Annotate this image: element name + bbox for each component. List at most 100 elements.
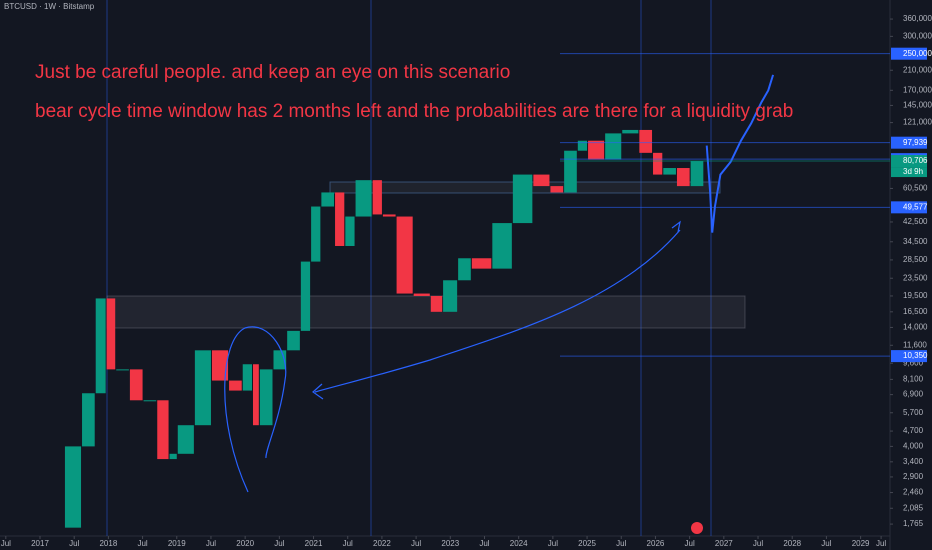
x-tick-label: Jul bbox=[876, 539, 886, 548]
price-tag bbox=[891, 201, 927, 214]
y-tick-label: 2,085 bbox=[903, 503, 924, 512]
y-tick-label: 5,700 bbox=[903, 408, 924, 417]
y-tick-label: 4,700 bbox=[903, 426, 924, 435]
candle bbox=[229, 380, 242, 391]
price-tag bbox=[891, 47, 927, 60]
candle bbox=[676, 168, 690, 187]
x-tick-label: Jul bbox=[69, 539, 79, 548]
y-tick-label: 360,000 bbox=[903, 14, 932, 23]
price-tag bbox=[891, 350, 927, 363]
candle bbox=[533, 174, 550, 187]
candle bbox=[382, 214, 396, 217]
candle bbox=[512, 174, 533, 224]
candle bbox=[345, 216, 355, 246]
x-tick-label: Jul bbox=[137, 539, 147, 548]
y-tick-label: 1,765 bbox=[903, 519, 924, 528]
candle bbox=[157, 400, 169, 460]
price-tag-label: 49,577 bbox=[903, 202, 928, 211]
candle bbox=[116, 369, 129, 371]
candle bbox=[622, 129, 639, 134]
candle bbox=[211, 350, 229, 381]
candle bbox=[577, 140, 588, 151]
x-tick-label: 2023 bbox=[441, 539, 459, 548]
candle bbox=[430, 295, 443, 312]
x-tick-label: Jul bbox=[753, 539, 763, 548]
x-tick-label: 2029 bbox=[852, 539, 870, 548]
candle bbox=[95, 298, 106, 394]
annotation: bear cycle time window has 2 months left… bbox=[35, 101, 793, 122]
y-tick-label: 8,100 bbox=[903, 374, 924, 383]
candle bbox=[64, 446, 82, 528]
y-tick-label: 3,400 bbox=[903, 457, 924, 466]
candle bbox=[321, 192, 335, 207]
vertical-lines bbox=[106, 0, 712, 536]
candle bbox=[663, 168, 676, 175]
candle bbox=[443, 280, 458, 312]
x-tick-label: 2024 bbox=[510, 539, 528, 548]
candle bbox=[396, 216, 413, 294]
x-tick-label: 2018 bbox=[99, 539, 117, 548]
drawing-arrow bbox=[312, 229, 681, 400]
candle bbox=[653, 152, 663, 175]
y-tick-label: 4,000 bbox=[903, 442, 924, 451]
candle bbox=[259, 369, 273, 426]
y-tick-label: 19,500 bbox=[903, 291, 928, 300]
y-tick-label: 2,900 bbox=[903, 472, 924, 481]
y-tick-label: 34,500 bbox=[903, 237, 928, 246]
y-tick-label: 14,000 bbox=[903, 323, 928, 332]
projection-line bbox=[705, 74, 775, 233]
x-tick-label: 2026 bbox=[647, 539, 665, 548]
x-tick-label: 2027 bbox=[715, 539, 733, 548]
candle bbox=[335, 192, 345, 246]
candle bbox=[372, 180, 382, 215]
candle bbox=[129, 369, 143, 401]
candle bbox=[355, 180, 372, 217]
y-tick-label: 145,000 bbox=[903, 101, 932, 110]
candle bbox=[143, 400, 157, 402]
annotation: Just be careful people. and keep an eye … bbox=[35, 62, 510, 83]
x-tick-label: Jul bbox=[479, 539, 489, 548]
y-tick-label: 11,600 bbox=[903, 340, 927, 349]
x-tick-label: 2017 bbox=[31, 539, 49, 548]
event-icon[interactable] bbox=[691, 522, 703, 534]
x-tick-label: 2028 bbox=[783, 539, 801, 548]
y-tick-label: 60,500 bbox=[903, 184, 928, 193]
symbol-header: BTCUSD · 1W · Bitstamp bbox=[4, 2, 95, 11]
price-tag bbox=[891, 155, 927, 168]
x-tick-label: 2019 bbox=[168, 539, 186, 548]
candle bbox=[287, 330, 300, 351]
x-tick-label: 2022 bbox=[373, 539, 391, 548]
y-tick-label: 6,900 bbox=[903, 390, 924, 399]
y-tick-label: 23,500 bbox=[903, 273, 928, 282]
y-tick-label: 300,000 bbox=[903, 31, 932, 40]
x-tick-label: Jul bbox=[206, 539, 216, 548]
x-tick-label: 2021 bbox=[305, 539, 323, 548]
drawing-circle bbox=[224, 326, 287, 493]
candle bbox=[242, 364, 252, 391]
price-tag-label: 80,706 bbox=[903, 156, 928, 165]
y-tick-label: 210,000 bbox=[903, 65, 932, 74]
candle bbox=[106, 298, 116, 370]
range-box bbox=[106, 295, 746, 329]
y-tick-label: 16,500 bbox=[903, 307, 928, 316]
y-tick-label: 42,500 bbox=[903, 217, 928, 226]
x-tick-label: 2025 bbox=[578, 539, 596, 548]
x-tick-label: Jul bbox=[1, 539, 11, 548]
y-tick-label: 170,000 bbox=[903, 85, 932, 94]
candle bbox=[471, 258, 492, 269]
y-tick-label: 2,460 bbox=[903, 488, 924, 497]
countdown: 3d 9h bbox=[903, 167, 923, 176]
countdown-bg bbox=[891, 167, 927, 178]
candle bbox=[413, 293, 430, 296]
x-tick-label: Jul bbox=[274, 539, 284, 548]
candle bbox=[690, 161, 704, 187]
y-tick-label: 121,000 bbox=[903, 118, 932, 127]
candle bbox=[177, 425, 194, 454]
price-tag-label: 97,939 bbox=[903, 138, 928, 147]
x-tick-label: Jul bbox=[411, 539, 421, 548]
x-tick-label: 2020 bbox=[236, 539, 254, 548]
candle bbox=[550, 186, 564, 193]
y-tick-label: 28,500 bbox=[903, 255, 928, 264]
candle bbox=[639, 129, 653, 153]
